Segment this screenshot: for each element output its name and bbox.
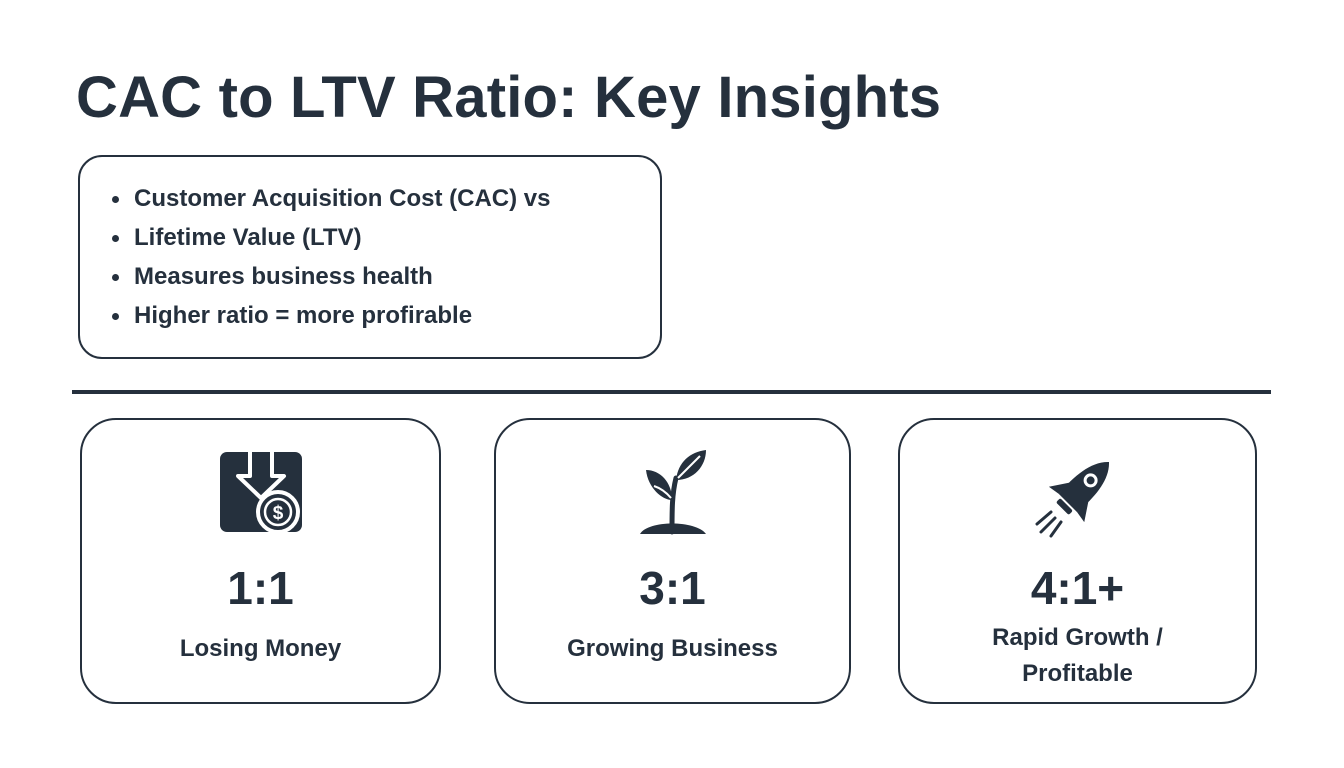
- insight-item: Higher ratio = more profirable: [110, 299, 550, 338]
- ratio-label-line: Profitable: [1022, 660, 1133, 687]
- ratio-value: 4:1+: [1030, 562, 1125, 614]
- ratio-card-losing-money: $ 1:1 Losing Money: [80, 418, 441, 704]
- ratio-label-line: Rapid Growth /: [992, 624, 1163, 651]
- ratio-value: 3:1: [639, 562, 706, 614]
- ratio-card-rapid-growth: 4:1+ Rapid Growth / Profitable: [898, 418, 1257, 704]
- sprout-icon: [628, 448, 718, 538]
- ratio-label: Growing Business: [516, 631, 829, 667]
- ratio-label: Losing Money: [102, 631, 419, 667]
- ratio-label: Rapid Growth / Profitable: [920, 620, 1235, 692]
- insight-item: Customer Acquisition Cost (CAC) vs: [110, 182, 550, 221]
- ratio-value: 1:1: [227, 562, 294, 614]
- box-down-arrow-dollar-icon: $: [216, 448, 306, 538]
- ratio-label-line: Growing Business: [567, 635, 778, 662]
- insight-item: Lifetime Value (LTV): [110, 221, 550, 260]
- ratio-card-growing-business: 3:1 Growing Business: [494, 418, 851, 704]
- insights-box: Customer Acquisition Cost (CAC) vs Lifet…: [78, 155, 662, 359]
- rocket-icon: [1033, 448, 1123, 538]
- svg-text:$: $: [272, 503, 283, 524]
- page-title: CAC to LTV Ratio: Key Insights: [76, 65, 942, 130]
- ratio-label-line: Losing Money: [179, 635, 342, 662]
- section-divider: [72, 390, 1271, 394]
- insights-list: Customer Acquisition Cost (CAC) vs Lifet…: [110, 182, 550, 338]
- insight-item: Measures business health: [110, 260, 550, 299]
